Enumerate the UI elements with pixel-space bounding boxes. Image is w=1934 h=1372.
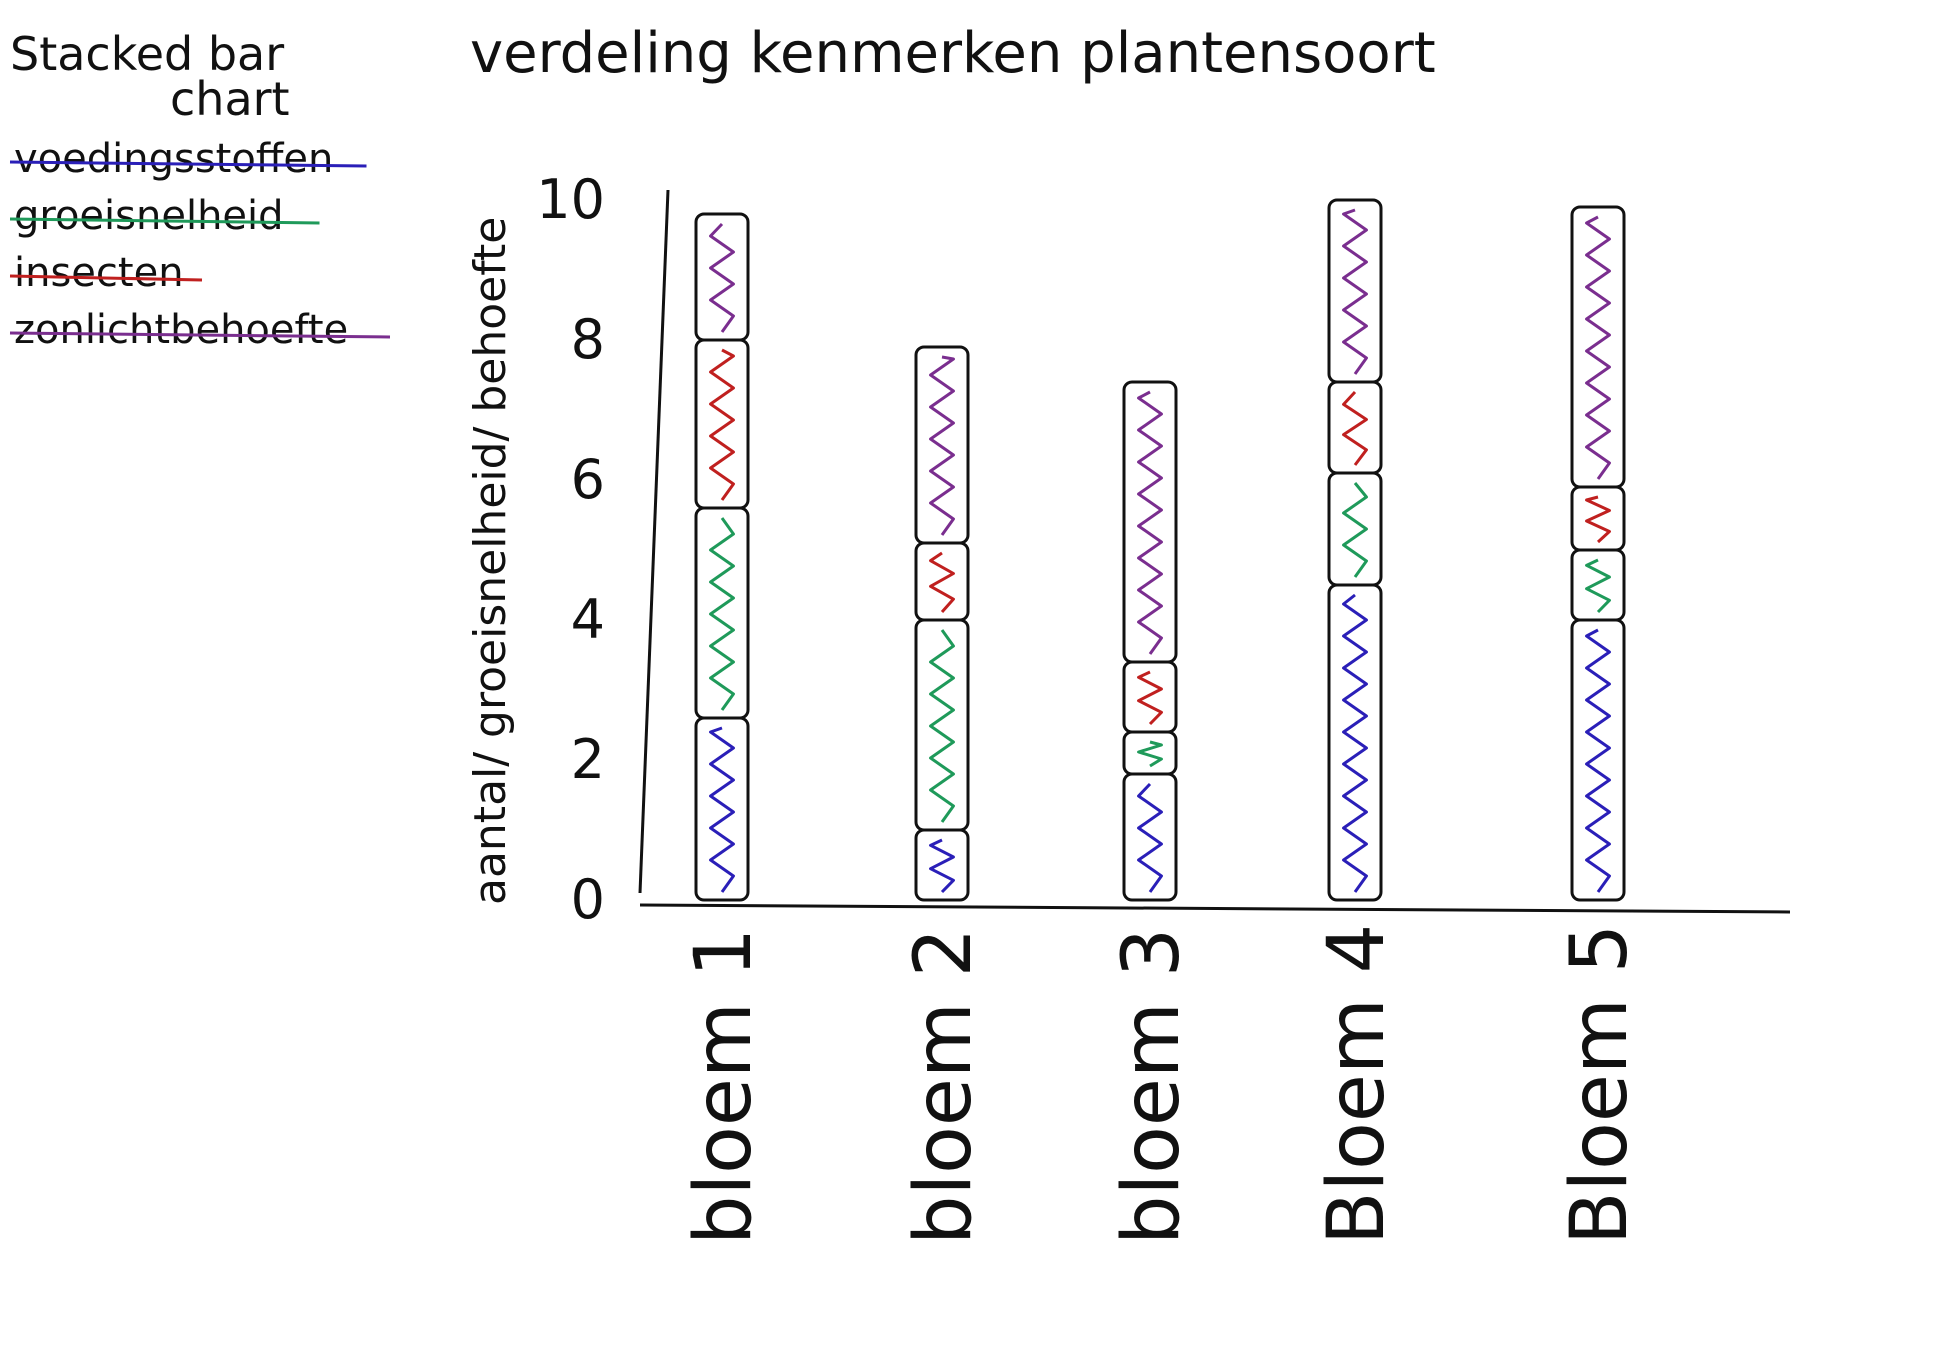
x-tick-label: Bloem 4 bbox=[1312, 924, 1402, 1245]
bar-segment-outline bbox=[1327, 198, 1383, 384]
y-tick-label: 10 bbox=[536, 168, 605, 231]
bar-segment bbox=[1122, 660, 1178, 734]
bar-segment-fill bbox=[929, 355, 955, 536]
bar-segment-fill bbox=[1137, 782, 1163, 893]
bar-segment bbox=[1327, 380, 1383, 475]
bar-segment bbox=[1122, 380, 1178, 664]
x-tick-label: bloem 3 bbox=[1107, 928, 1197, 1245]
bar-segment-fill bbox=[1342, 390, 1368, 466]
bar-segment-fill bbox=[929, 838, 955, 894]
legend-label: insecten bbox=[14, 250, 184, 296]
bar-segment-fill bbox=[1585, 558, 1611, 614]
y-tick-label: 4 bbox=[571, 588, 605, 651]
bar-segment bbox=[1327, 583, 1383, 902]
legend-swatch-line bbox=[9, 217, 320, 225]
x-tick-labels: bloem 1 bloem 2 bloem 3 Bloem 4 Bloem 5 bbox=[679, 924, 1645, 1245]
bar-segment bbox=[694, 338, 750, 510]
bar-segment bbox=[914, 828, 970, 902]
bar-segment bbox=[914, 618, 970, 832]
bar-segment bbox=[694, 212, 750, 342]
y-tick-label: 6 bbox=[571, 448, 605, 511]
bar-segment-fill bbox=[1137, 740, 1163, 768]
bar-segment-fill bbox=[1137, 670, 1163, 726]
legend: voedingsstoffen groeisnelheid insecten zonl… bbox=[9, 136, 391, 353]
bar-segment bbox=[914, 345, 970, 545]
chart-title: verdeling kenmerken plantensoort bbox=[470, 21, 1436, 86]
bar-segment-fill bbox=[1342, 593, 1368, 893]
bar-segment-fill bbox=[709, 517, 735, 711]
bar-segment-outline bbox=[1570, 205, 1626, 489]
y-axis-line bbox=[638, 189, 670, 894]
bar-segment-fill bbox=[1585, 215, 1611, 480]
legend-label: voedingsstoffen bbox=[14, 136, 333, 182]
y-tick-label: 8 bbox=[571, 308, 605, 371]
y-axis-label: aantal/ groeisnelheid/ behoefte bbox=[465, 217, 516, 905]
bar-segment-outline bbox=[1570, 618, 1626, 902]
chart-kind-label-line1: Stacked bar bbox=[10, 27, 284, 81]
bar-segment-fill bbox=[929, 551, 955, 613]
bar-segment bbox=[914, 541, 970, 622]
bar-segment-fill bbox=[1585, 628, 1611, 893]
bar-segment bbox=[1570, 618, 1626, 902]
bar-segment-fill bbox=[709, 726, 735, 893]
bar-segment bbox=[1122, 772, 1178, 902]
bar-segment bbox=[1122, 730, 1178, 776]
chart-kind-label-line2: chart bbox=[170, 72, 290, 126]
bar-segment-fill bbox=[929, 629, 955, 823]
bar-segment-fill bbox=[1342, 482, 1368, 578]
bar-segment-outline bbox=[1122, 380, 1178, 664]
legend-swatch-line bbox=[9, 160, 367, 168]
y-tick-label: 2 bbox=[571, 728, 605, 791]
bar-segment bbox=[1570, 548, 1626, 622]
y-ticks: 0 2 4 6 8 10 bbox=[536, 168, 605, 931]
bars bbox=[694, 198, 1626, 902]
bar-segment-fill bbox=[1137, 390, 1163, 655]
bar-segment-outline bbox=[1122, 730, 1178, 776]
bar-segment-fill bbox=[709, 348, 735, 501]
bar-segment bbox=[1570, 205, 1626, 489]
bar-segment-outline bbox=[694, 716, 750, 902]
x-tick-label: bloem 2 bbox=[899, 928, 989, 1245]
bar-segment-fill bbox=[1342, 208, 1368, 375]
bar-segment bbox=[1570, 485, 1626, 552]
x-tick-label: Bloem 5 bbox=[1555, 924, 1645, 1245]
bar-segment bbox=[1327, 471, 1383, 587]
x-tick-label: bloem 1 bbox=[679, 928, 769, 1245]
bar-segment-fill bbox=[709, 222, 735, 333]
bar-segment-outline bbox=[1327, 471, 1383, 587]
y-tick-label: 0 bbox=[571, 868, 605, 931]
legend-swatch-line bbox=[9, 274, 203, 282]
legend-label: zonlichtbehoefte bbox=[14, 307, 348, 353]
bar-segment bbox=[1327, 198, 1383, 384]
bar-segment-fill bbox=[1585, 495, 1611, 544]
x-axis-line bbox=[639, 903, 1791, 914]
bar-segment bbox=[694, 506, 750, 720]
legend-swatch-line bbox=[9, 331, 391, 339]
legend-label: groeisnelheid bbox=[14, 193, 284, 239]
bar-segment bbox=[694, 716, 750, 902]
bar-segment-outline bbox=[914, 345, 970, 545]
